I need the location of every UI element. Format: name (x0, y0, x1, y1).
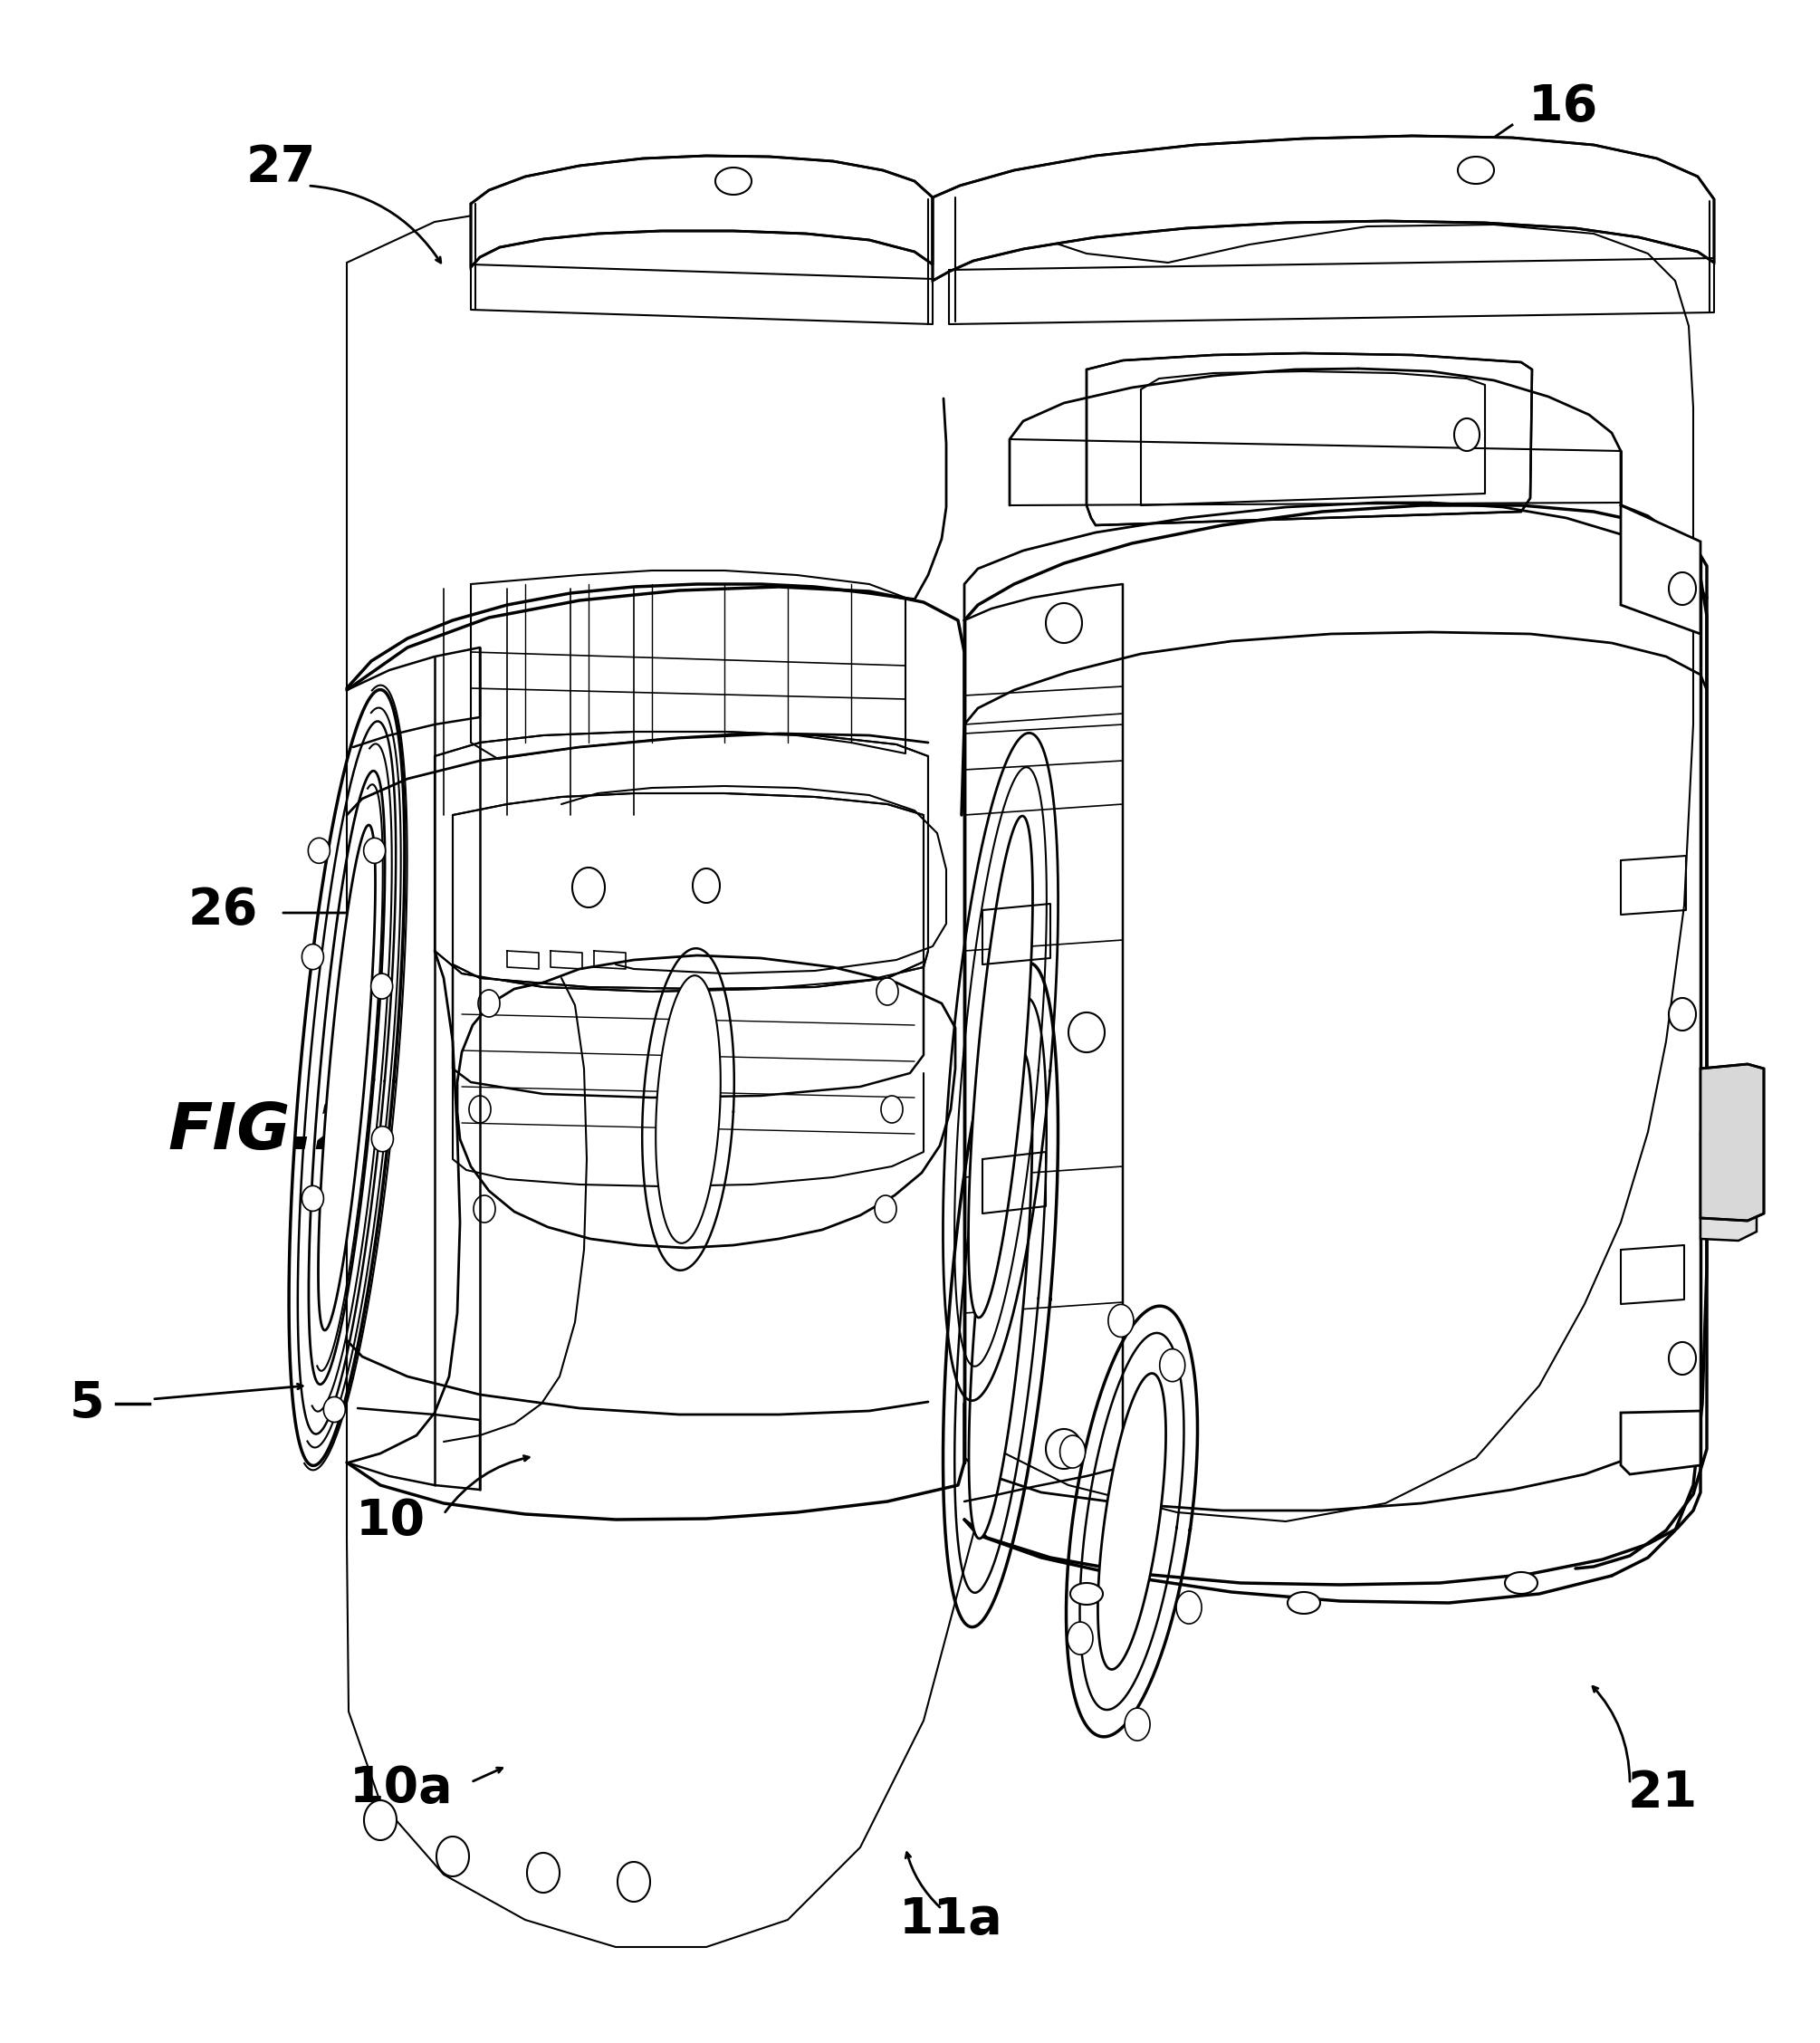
Polygon shape (1622, 505, 1700, 633)
Polygon shape (968, 1052, 1032, 1538)
Polygon shape (877, 979, 899, 1005)
Polygon shape (1108, 1303, 1134, 1336)
Polygon shape (1125, 1708, 1150, 1741)
Polygon shape (371, 975, 393, 999)
Polygon shape (1046, 603, 1083, 644)
Polygon shape (617, 1861, 650, 1902)
Text: 21: 21 (1629, 1769, 1698, 1818)
Polygon shape (453, 793, 923, 989)
Polygon shape (1287, 1591, 1320, 1614)
Polygon shape (571, 868, 604, 907)
Text: 16: 16 (1529, 82, 1598, 131)
Text: 26: 26 (187, 887, 258, 934)
Polygon shape (348, 194, 1693, 1947)
Polygon shape (1669, 572, 1696, 605)
Text: 10a: 10a (349, 1763, 453, 1812)
Polygon shape (1059, 1436, 1085, 1469)
Text: 27: 27 (246, 143, 315, 192)
Polygon shape (1097, 1373, 1167, 1669)
Polygon shape (1070, 1583, 1103, 1604)
Polygon shape (875, 1195, 897, 1222)
Text: 5: 5 (69, 1379, 104, 1428)
Polygon shape (1068, 1622, 1092, 1655)
Polygon shape (968, 815, 1032, 1318)
Polygon shape (1505, 1573, 1538, 1594)
Polygon shape (1159, 1348, 1185, 1381)
Polygon shape (528, 1853, 559, 1892)
Polygon shape (1700, 1128, 1756, 1240)
Polygon shape (318, 825, 375, 1330)
Polygon shape (1087, 353, 1532, 525)
Polygon shape (1669, 1342, 1696, 1375)
Polygon shape (1700, 1064, 1764, 1222)
Polygon shape (437, 1837, 470, 1875)
Text: 10: 10 (355, 1498, 426, 1547)
Polygon shape (302, 944, 324, 970)
Polygon shape (308, 838, 329, 864)
Text: 11a: 11a (899, 1896, 1003, 1945)
Polygon shape (655, 975, 721, 1244)
Polygon shape (470, 1095, 491, 1124)
Polygon shape (435, 731, 928, 991)
Polygon shape (693, 868, 721, 903)
Polygon shape (715, 168, 752, 194)
Polygon shape (1458, 157, 1494, 184)
Polygon shape (932, 135, 1714, 280)
Polygon shape (364, 838, 386, 864)
Polygon shape (881, 1095, 903, 1124)
Polygon shape (1622, 1412, 1700, 1475)
Polygon shape (479, 989, 500, 1017)
Polygon shape (1176, 1591, 1201, 1624)
Polygon shape (364, 1800, 397, 1841)
Polygon shape (471, 155, 932, 268)
Polygon shape (371, 1126, 393, 1152)
Polygon shape (1454, 419, 1480, 452)
Polygon shape (1068, 1013, 1105, 1052)
Polygon shape (302, 1185, 324, 1211)
Polygon shape (473, 1195, 495, 1222)
Polygon shape (324, 1397, 346, 1422)
Text: FIG.2: FIG.2 (167, 1101, 360, 1162)
Polygon shape (1046, 1428, 1083, 1469)
Polygon shape (1669, 997, 1696, 1030)
